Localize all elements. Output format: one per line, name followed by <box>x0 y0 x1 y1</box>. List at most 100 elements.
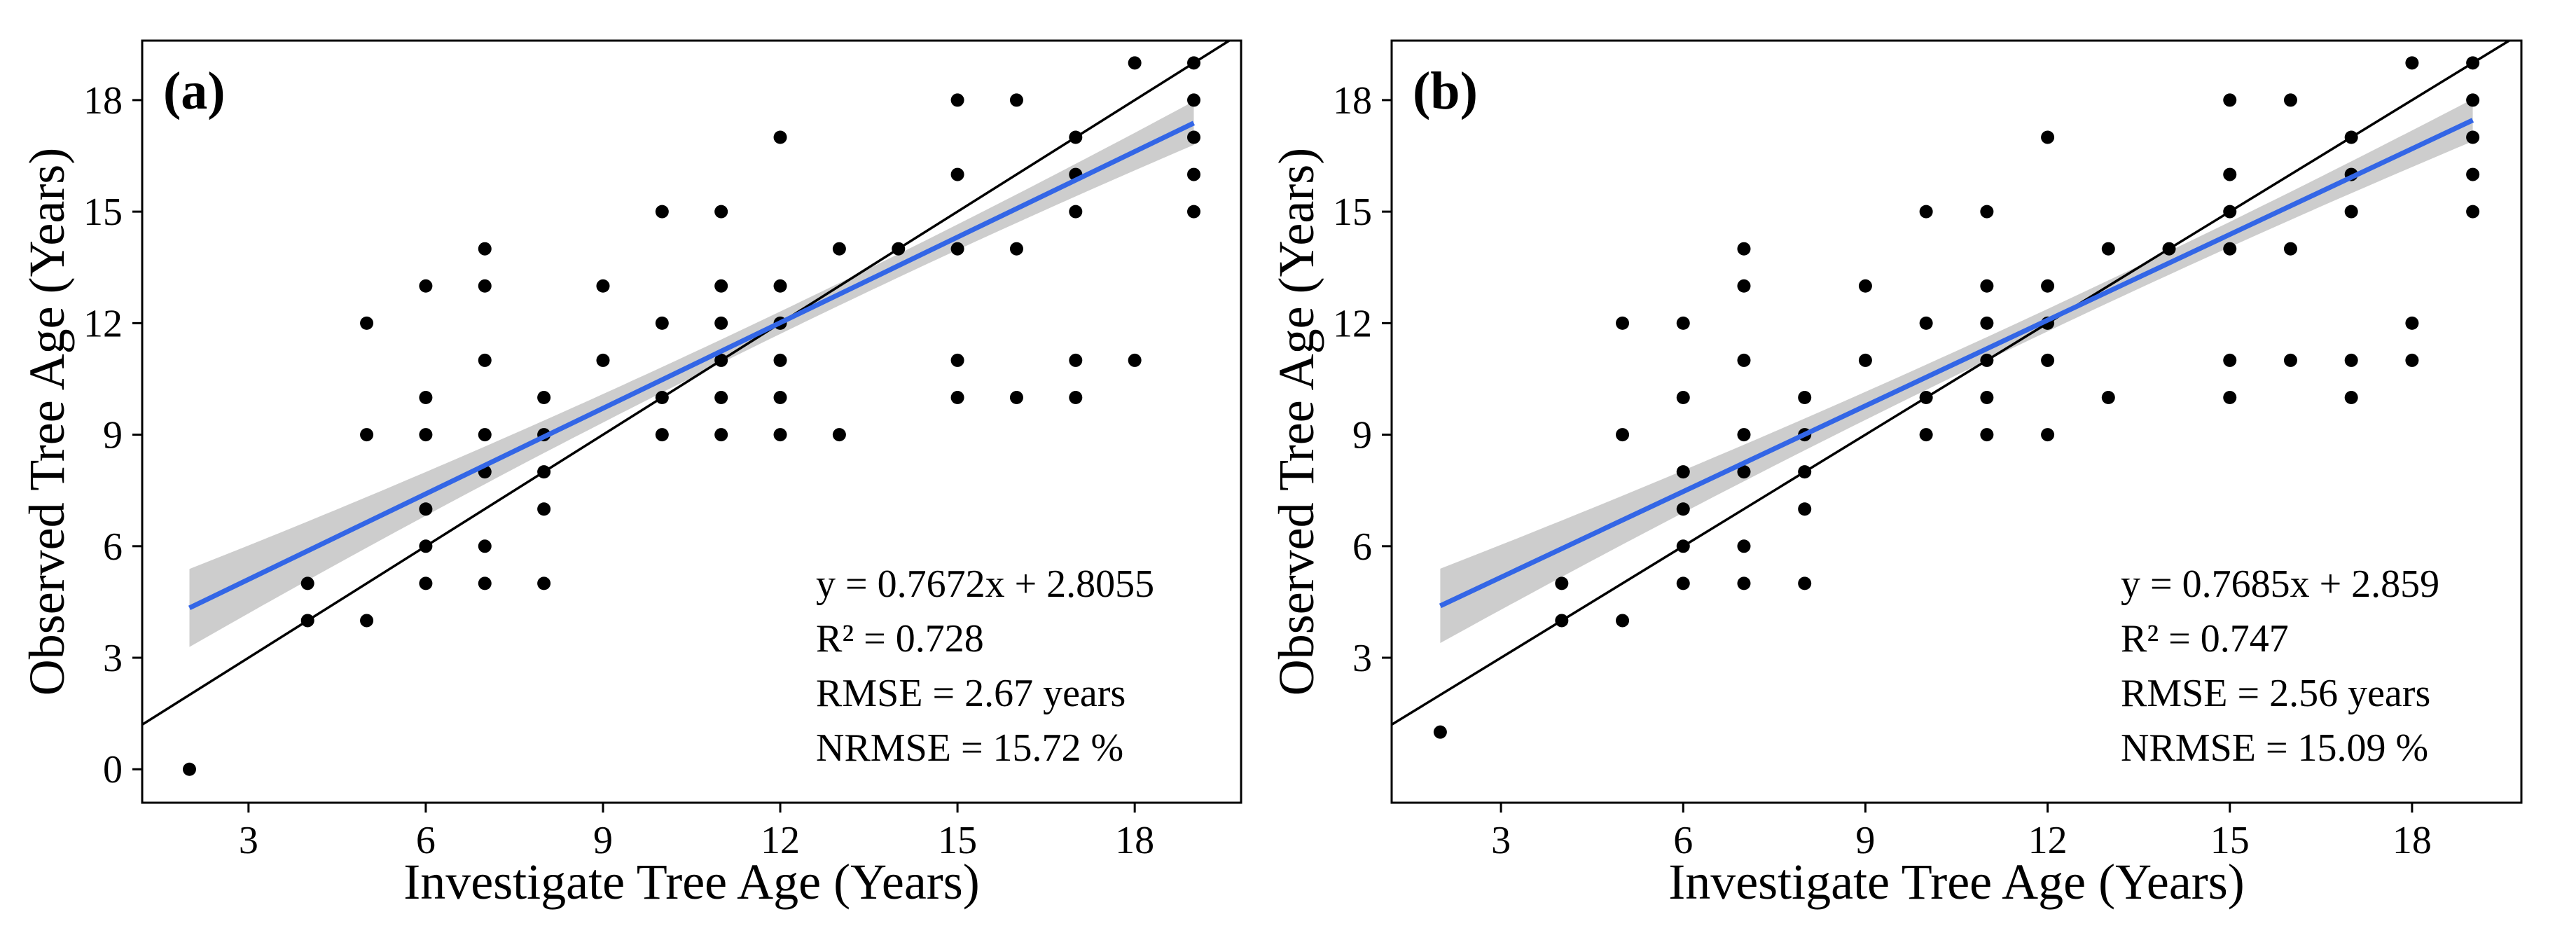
data-point <box>1737 539 1751 553</box>
data-point <box>1737 576 1751 590</box>
data-point <box>596 279 610 293</box>
data-point <box>950 93 964 107</box>
data-point <box>1187 93 1201 107</box>
regression-line <box>188 120 1196 611</box>
data-point <box>478 279 492 293</box>
data-point <box>2466 167 2480 181</box>
data-point <box>2405 353 2419 367</box>
data-point <box>714 391 728 405</box>
data-point <box>360 614 374 628</box>
data-point <box>1069 130 1083 144</box>
y-tick-label: 6 <box>103 525 123 569</box>
data-point <box>950 167 964 181</box>
data-point <box>2223 93 2237 107</box>
data-point <box>419 279 433 293</box>
y-tick-label: 12 <box>83 302 123 345</box>
y-tick-label: 18 <box>1333 79 1372 123</box>
data-point <box>419 502 433 516</box>
confidence-band <box>189 101 1194 647</box>
data-point <box>360 428 374 442</box>
data-point <box>1980 353 1994 367</box>
plot-area <box>1392 41 2512 739</box>
data-point <box>596 353 610 367</box>
data-point <box>2344 130 2358 144</box>
x-tick-label: 6 <box>416 819 436 862</box>
y-axis-title: Observed Tree Age (Years) <box>1268 148 1324 696</box>
data-point <box>419 539 433 553</box>
stat-annotation: NRMSE = 15.09 % <box>2121 726 2428 770</box>
data-point <box>2405 316 2419 330</box>
data-point <box>2344 353 2358 367</box>
data-point <box>1555 576 1569 590</box>
data-point <box>1009 242 1023 256</box>
x-axis-title: Investigate Tree Age (Years) <box>403 854 980 910</box>
stat-annotation: R² = 0.728 <box>816 617 984 661</box>
data-point <box>300 614 314 628</box>
data-point <box>1187 56 1201 70</box>
stat-annotation: RMSE = 2.67 years <box>816 672 1126 715</box>
y-tick-label: 18 <box>83 79 123 123</box>
data-point <box>2223 391 2237 405</box>
y-tick-label: 6 <box>1352 525 1372 569</box>
data-point <box>1069 391 1083 405</box>
data-point <box>478 242 492 256</box>
data-point <box>419 428 433 442</box>
x-tick-label: 18 <box>2393 819 2432 862</box>
y-tick-label: 9 <box>103 414 123 457</box>
data-point <box>950 391 964 405</box>
data-point <box>1433 725 1447 739</box>
plot-frame <box>1390 39 2523 804</box>
data-point <box>1676 539 1690 553</box>
stat-annotation: y = 0.7685x + 2.859 <box>2121 562 2439 606</box>
y-axis-title: Observed Tree Age (Years) <box>19 148 75 696</box>
data-point <box>773 279 787 293</box>
data-point <box>1919 428 1933 442</box>
data-point <box>1616 316 1630 330</box>
data-point <box>2466 93 2480 107</box>
data-point <box>773 391 787 405</box>
data-point <box>773 353 787 367</box>
data-point <box>1980 316 1994 330</box>
data-point <box>714 428 728 442</box>
data-point <box>1980 205 1994 219</box>
data-point <box>892 242 906 256</box>
stat-annotation: NRMSE = 15.72 % <box>816 726 1123 770</box>
data-point <box>2162 242 2176 256</box>
data-point <box>655 428 669 442</box>
reference-line <box>1392 41 2512 726</box>
data-point <box>1919 391 1933 405</box>
data-point <box>419 391 433 405</box>
data-point <box>1798 576 1812 590</box>
data-point <box>1858 353 1872 367</box>
data-point <box>2101 391 2115 405</box>
data-point <box>1737 428 1751 442</box>
data-point <box>419 576 433 590</box>
data-point <box>1737 279 1751 293</box>
plot-frame <box>141 39 1242 804</box>
x-tick-label: 15 <box>938 819 977 862</box>
data-point <box>832 428 846 442</box>
data-point <box>1798 391 1812 405</box>
y-tick-label: 0 <box>103 748 123 792</box>
panel-label: (b) <box>1413 62 1478 120</box>
data-point <box>478 576 492 590</box>
data-point <box>2223 242 2237 256</box>
confidence-band <box>1440 99 2473 643</box>
plot-area <box>142 41 1232 776</box>
x-tick-label: 9 <box>1855 819 1875 862</box>
panel-a: 3 6 9 12 15 18 0 3 6 9 12 15 18 Investigate Tree Age … <box>19 39 1242 910</box>
data-point <box>1616 614 1630 628</box>
data-point <box>1069 205 1083 219</box>
data-point <box>537 576 551 590</box>
data-point <box>1919 316 1933 330</box>
data-point <box>655 316 669 330</box>
x-tick-label: 18 <box>1115 819 1154 862</box>
data-point <box>1616 428 1630 442</box>
data-point <box>2283 353 2297 367</box>
data-point <box>2041 279 2055 293</box>
data-point <box>1980 391 1994 405</box>
data-point <box>2344 391 2358 405</box>
y-tick-label: 3 <box>103 637 123 680</box>
x-tick-label: 9 <box>593 819 613 862</box>
y-tick-label: 15 <box>83 191 123 234</box>
